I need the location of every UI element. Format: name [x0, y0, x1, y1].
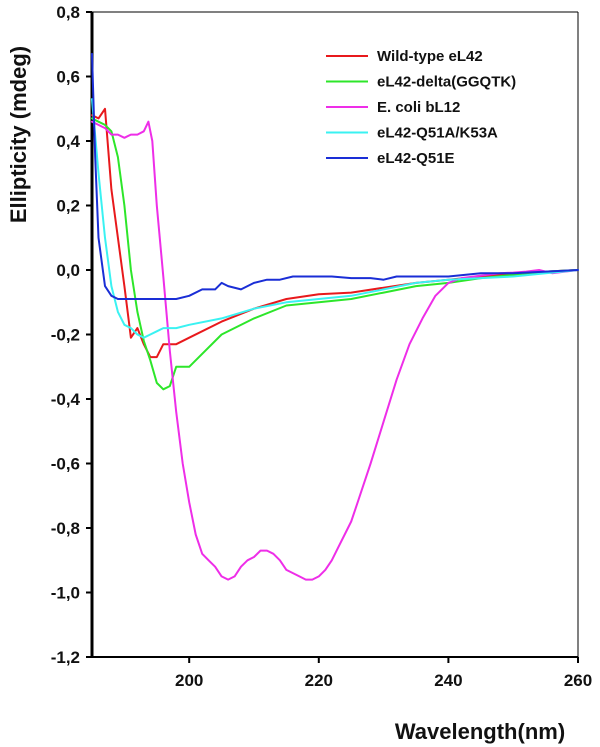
x-tick-label: 240 [434, 671, 462, 690]
y-tick-label: -0,2 [51, 326, 80, 345]
y-tick-label: -1,2 [51, 648, 80, 667]
series-line-5 [91, 52, 579, 300]
series-line-4 [91, 98, 579, 339]
series-line-1 [91, 107, 579, 359]
legend-label: Wild-type eL42 [377, 48, 483, 65]
plot-axes: 0,8 0,6 0,4 0,2 0,0 -0,2 -0,4 -0,6 -0,8 -1,0 -1,2 2… [51, 3, 592, 690]
y-tick-label: -1,0 [51, 584, 80, 603]
series-line-3 [91, 120, 579, 581]
x-axis-title: Wavelength(nm) [395, 719, 565, 744]
y-tick-label: 0,4 [56, 132, 80, 151]
legend-label: E. coli bL12 [377, 99, 460, 116]
y-tick-label: 0,6 [56, 68, 80, 87]
series-line-2 [91, 117, 579, 391]
y-tick-label: 0,2 [56, 197, 80, 216]
y-tick-label: 0,0 [56, 261, 80, 280]
legend-label: eL42-Q51A/K53A [377, 125, 498, 142]
x-tick-label: 220 [305, 671, 333, 690]
series-layer [91, 52, 579, 581]
legend: Wild-type eL42 eL42-delta(GGQTK) E. coli b… [326, 48, 516, 167]
legend-label: eL42-Q51E [377, 150, 455, 167]
y-tick-label: -0,6 [51, 455, 80, 474]
y-tick-label: 0,8 [56, 3, 80, 22]
y-tick-label: -0,8 [51, 519, 80, 538]
y-axis-title: Ellipticity (mdeg) [6, 46, 31, 223]
legend-label: eL42-delta(GGQTK) [377, 74, 516, 91]
y-tick-label: -0,4 [51, 390, 81, 409]
x-tick-label: 200 [175, 671, 203, 690]
x-tick-label: 260 [564, 671, 592, 690]
